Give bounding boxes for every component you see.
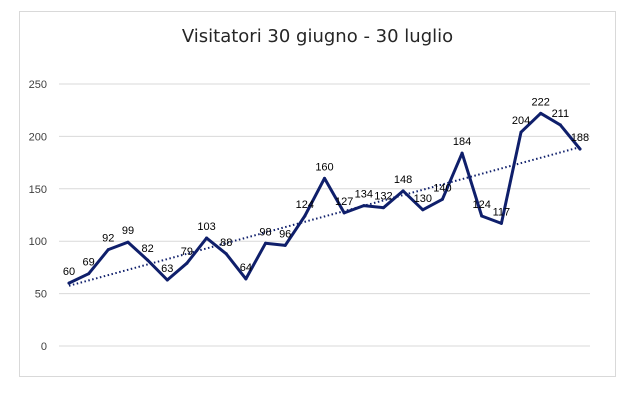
data-point <box>264 241 268 245</box>
data-point <box>224 252 228 256</box>
y-tick-label: 0 <box>41 341 47 353</box>
data-point <box>558 123 562 127</box>
data-point <box>440 197 444 201</box>
data-label: 211 <box>552 108 570 120</box>
data-label: 134 <box>355 189 373 201</box>
data-label: 103 <box>197 221 215 233</box>
data-point <box>499 221 503 225</box>
y-tick-label: 150 <box>29 184 47 196</box>
data-point <box>303 214 307 218</box>
data-point <box>362 204 366 208</box>
data-point <box>205 236 209 240</box>
data-point <box>460 151 464 155</box>
series-line <box>67 111 582 285</box>
data-label: 69 <box>83 257 95 269</box>
y-tick-label: 200 <box>29 131 47 143</box>
data-point <box>87 272 91 276</box>
data-label: 63 <box>161 263 173 275</box>
data-point <box>106 248 110 252</box>
data-label: 124 <box>296 199 314 211</box>
data-label: 140 <box>433 182 451 194</box>
data-point <box>421 208 425 212</box>
data-point <box>185 261 189 265</box>
data-point <box>401 189 405 193</box>
data-label: 98 <box>259 226 271 238</box>
data-point <box>146 258 150 262</box>
data-label: 60 <box>63 266 75 278</box>
data-point <box>381 206 385 210</box>
data-label: 79 <box>181 246 193 258</box>
trendline <box>68 146 581 287</box>
data-point <box>539 111 543 115</box>
data-label: 148 <box>394 174 412 186</box>
data-label: 188 <box>571 132 589 144</box>
data-label: 130 <box>414 193 432 205</box>
data-point <box>519 130 523 134</box>
data-label: 160 <box>315 161 333 173</box>
data-label: 124 <box>473 199 491 211</box>
y-tick-label: 250 <box>29 79 47 91</box>
data-label: 184 <box>453 136 471 148</box>
data-label: 82 <box>141 243 153 255</box>
data-label: 117 <box>493 206 511 218</box>
data-label: 96 <box>279 228 291 240</box>
data-label: 92 <box>102 233 114 245</box>
data-label: 127 <box>335 196 353 208</box>
data-point <box>165 278 169 282</box>
data-label: 132 <box>374 191 392 203</box>
data-label: 222 <box>532 96 550 108</box>
data-point <box>480 214 484 218</box>
data-point <box>67 281 71 285</box>
chart-title: Visitatori 30 giugno - 30 luglio <box>181 26 454 47</box>
data-label: 64 <box>240 262 252 274</box>
y-tick-label: 100 <box>29 236 47 248</box>
data-point <box>126 240 130 244</box>
data-label: 88 <box>220 237 232 249</box>
data-point <box>342 211 346 215</box>
data-point <box>244 277 248 281</box>
data-point <box>283 243 287 247</box>
data-point <box>323 176 326 180</box>
data-label: 204 <box>512 115 530 127</box>
data-label: 99 <box>122 225 134 237</box>
y-tick-label: 50 <box>35 289 47 301</box>
data-point <box>578 147 582 151</box>
